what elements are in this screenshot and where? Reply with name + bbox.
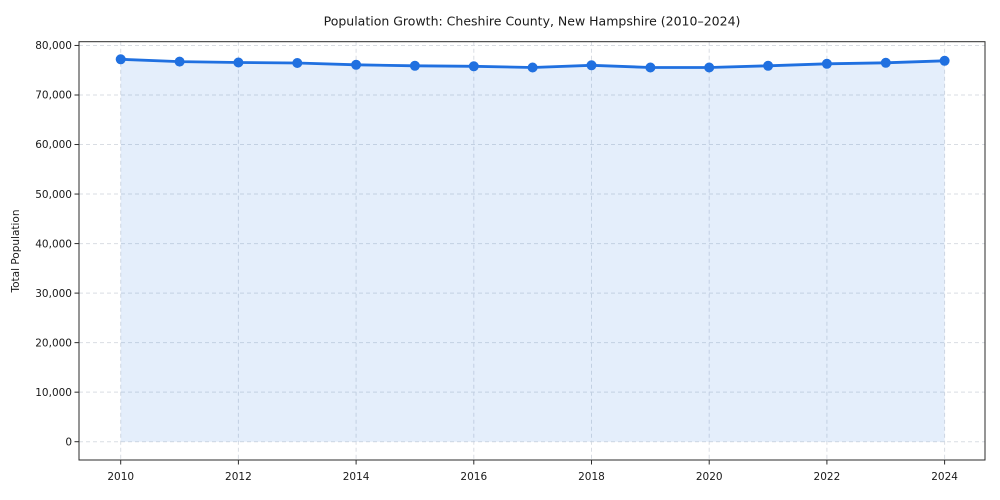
area-fill [120,59,945,442]
data-point [939,55,950,66]
x-tick-label: 2014 [343,471,370,483]
x-tick-label: 2022 [814,471,841,483]
data-point [233,57,244,68]
data-point [351,59,362,70]
y-tick-label: 80,000 [35,40,72,52]
data-point [292,58,303,68]
plot-border [78,41,986,461]
data-point [115,54,126,65]
x-tick-label: 2024 [931,471,958,483]
y-tick-label: 0 [65,436,72,448]
x-tick-label: 2016 [460,471,487,483]
x-tick-label: 2020 [696,471,723,483]
x-tick-label: 2012 [225,471,252,483]
data-point [527,62,538,73]
x-tick-label: 2010 [107,471,134,483]
y-axis-label: Total Population [10,209,22,293]
x-tick-label: 2018 [578,471,605,483]
data-point [704,62,715,73]
data-point [763,60,774,71]
y-tick-label: 40,000 [35,238,72,250]
data-point [821,58,832,69]
y-tick-label: 70,000 [35,90,72,102]
y-tick-label: 20,000 [35,337,72,349]
data-point [174,56,185,67]
data-point [880,57,891,68]
data-point [468,61,479,72]
y-tick-label: 60,000 [35,139,72,151]
y-tick-label: 30,000 [35,288,72,300]
data-point [645,62,656,73]
y-tick-label: 50,000 [35,189,72,201]
data-point [409,60,420,71]
data-point [586,60,597,71]
chart-title: Population Growth: Cheshire County, New … [323,13,741,29]
y-tick-label: 10,000 [35,387,72,399]
